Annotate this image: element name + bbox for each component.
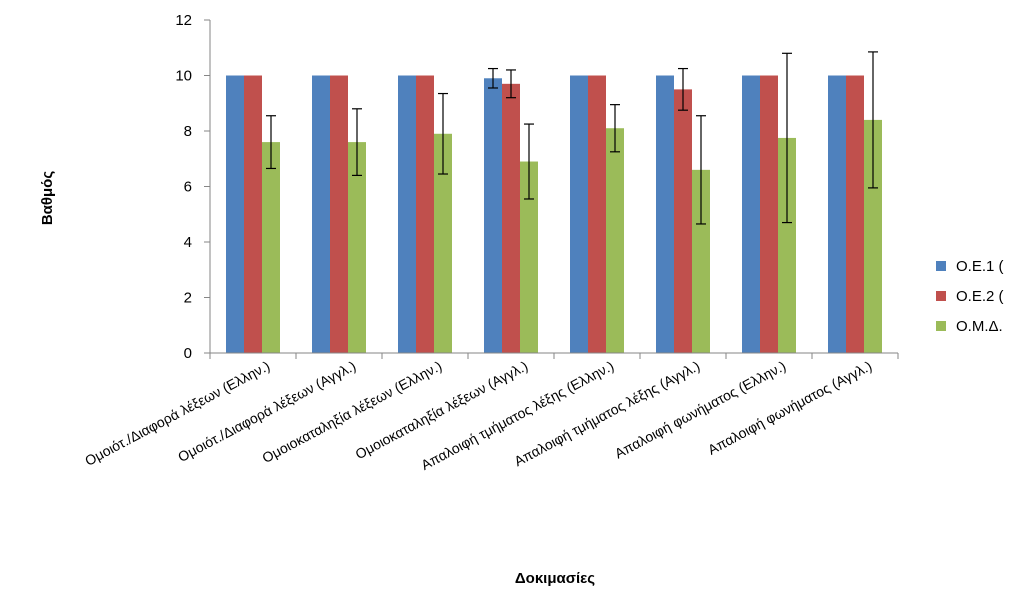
legend-swatch — [936, 291, 946, 301]
bar — [484, 78, 502, 354]
y-tick-label: 10 — [175, 68, 192, 85]
legend-label: Ο.Μ.Δ. — [956, 318, 1003, 335]
bar — [846, 75, 864, 353]
bar — [416, 75, 434, 353]
legend-label: Ο.Ε.2 ( — [956, 288, 1004, 305]
bars — [226, 75, 882, 354]
bar — [588, 75, 606, 353]
bar — [244, 75, 262, 353]
bar — [692, 169, 710, 353]
legend-label: Ο.Ε.1 ( — [956, 258, 1004, 275]
x-tick-label: Απαλοιφή φωνήματος (Αγγλ.) — [705, 358, 874, 458]
bar — [606, 128, 624, 353]
y-tick-label: 0 — [184, 345, 192, 362]
y-tick-label: 2 — [184, 290, 192, 307]
x-axis-title: Δοκιμασίες — [515, 570, 595, 587]
bar — [434, 133, 452, 353]
bar — [226, 75, 244, 353]
legend: Ο.Ε.1 ( Ο.Ε.2 ( Ο.Μ.Δ. — [936, 258, 1004, 335]
legend-swatch — [936, 321, 946, 331]
y-axis-title: Βαθμός — [39, 171, 56, 226]
bar — [570, 75, 588, 353]
bar — [864, 119, 882, 354]
bar — [502, 83, 520, 353]
bar — [348, 142, 366, 353]
bar — [262, 142, 280, 353]
bar — [656, 75, 674, 353]
x-axis — [209, 352, 899, 359]
bar — [742, 75, 760, 353]
y-axis: 0 2 4 6 8 10 12 — [175, 12, 211, 362]
category-labels: Ομοιότ./Διαφορά λέξεων (Ελλην.)Ομοιότ./Δ… — [82, 358, 874, 473]
bar — [674, 89, 692, 353]
bar — [778, 137, 796, 353]
y-tick-label: 4 — [184, 234, 192, 251]
bar — [828, 75, 846, 353]
legend-swatch — [936, 261, 946, 271]
bar — [312, 75, 330, 353]
y-tick-label: 8 — [184, 123, 192, 140]
bar — [398, 75, 416, 353]
y-tick-label: 6 — [184, 179, 192, 196]
error-bars — [266, 51, 878, 225]
x-tick-label: Απαλοιφή φωνήματος (Ελλην.) — [612, 358, 788, 462]
y-tick-label: 12 — [175, 12, 192, 29]
bar — [760, 75, 778, 353]
bar — [330, 75, 348, 353]
bar — [520, 161, 538, 353]
